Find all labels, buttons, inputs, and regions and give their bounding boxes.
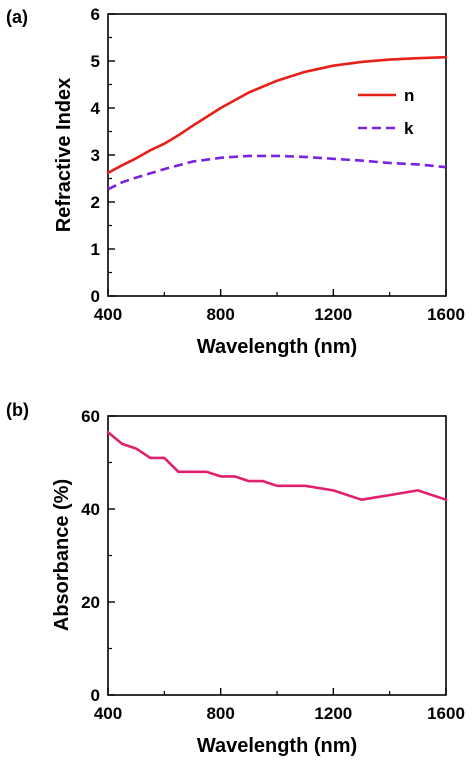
panel-b-chart: (b) 400 800 1200 1600 0 20 40 60 Wavelength (nm… [6, 400, 465, 757]
panel-a-ytick-label: 3 [91, 146, 100, 165]
panel-a-ytick-label: 6 [91, 5, 100, 24]
panel-b-ytick-label: 40 [81, 500, 100, 519]
panel-a-legend: n k [358, 86, 414, 138]
panel-a-xtick-label: 1200 [314, 305, 352, 324]
panel-b-xaxis-title: Wavelength (nm) [197, 735, 357, 757]
panel-b-series [106, 430, 448, 502]
panel-a-ytick-label: 1 [91, 240, 100, 259]
panel-a-ticks: 400 800 1200 1600 0 1 2 3 4 5 6 [91, 5, 465, 324]
panel-a-ytick-label: 2 [91, 193, 100, 212]
panel-a-xaxis-title: Wavelength (nm) [197, 336, 357, 358]
panel-a-xtick-label: 400 [94, 305, 122, 324]
panel-a-yaxis-title: Refractive Index [53, 78, 75, 233]
panel-b-xtick-label: 1200 [314, 704, 352, 723]
panel-a-chart: (a) 400 800 1200 1600 0 1 2 3 4 5 6 n k Wavelength… [6, 5, 465, 358]
panel-a-xtick-label: 800 [206, 305, 234, 324]
panel-a-ytick-label: 5 [91, 52, 100, 71]
panel-b-series-absorbance-line [106, 430, 448, 502]
panel-a-series [106, 55, 448, 191]
panel-a-series-k-line [107, 154, 447, 191]
panel-b-ytick-label: 20 [81, 593, 100, 612]
panel-b-yaxis-title: Absorbance (%) [51, 479, 73, 631]
panel-b-label: (b) [6, 400, 29, 420]
panel-b-ytick-label: 60 [81, 407, 100, 426]
panel-b-xtick-label: 800 [206, 704, 234, 723]
panel-b-xtick-label: 1600 [427, 704, 465, 723]
panel-a-xtick-label: 1600 [427, 305, 465, 324]
panel-a-ytick-label: 4 [91, 99, 101, 118]
panel-b-ticks: 400 800 1200 1600 0 20 40 60 [81, 407, 465, 723]
legend-n-label: n [404, 86, 414, 105]
panel-a-ytick-label: 0 [91, 287, 100, 306]
panel-a-label: (a) [6, 7, 28, 27]
panel-a-series-n-line [106, 55, 448, 175]
panel-b-xtick-label: 400 [94, 704, 122, 723]
panel-b-ytick-label: 0 [91, 686, 100, 705]
legend-k-label: k [404, 119, 414, 138]
